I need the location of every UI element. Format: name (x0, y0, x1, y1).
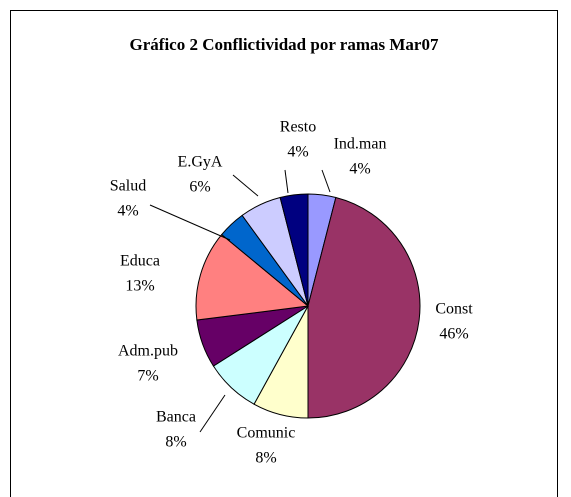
leader-line (284, 169, 289, 194)
leader-line (232, 174, 259, 197)
slice-label: Educa (120, 253, 160, 270)
slice-label: Ind.man (334, 136, 387, 153)
slice-value-label: 8% (255, 450, 276, 467)
slice-label: Resto (280, 119, 316, 136)
slice-value-label: 13% (125, 278, 154, 295)
slice-value-label: 8% (165, 434, 186, 451)
slice-label: E.GyA (178, 154, 223, 171)
slice-value-label: 7% (137, 368, 158, 385)
slice-label: Adm.pub (118, 343, 178, 360)
slice-value-label: 4% (117, 203, 138, 220)
leader-line (149, 204, 231, 241)
chart-title: Gráfico 2 Conflictividad por ramas Mar07 (130, 35, 439, 54)
slice-value-label: 4% (287, 144, 308, 161)
pie-slice (307, 196, 421, 419)
slice-value-label: 46% (439, 326, 468, 343)
slice-value-label: 6% (189, 179, 210, 196)
leader-line (321, 169, 331, 193)
slice-label: Const (435, 301, 473, 318)
pie-slice (195, 233, 310, 321)
pie-slice (279, 193, 309, 307)
slice-value-label: 4% (349, 161, 370, 178)
chart-frame (10, 10, 558, 497)
leader-line (199, 394, 226, 433)
slice-label: Salud (110, 178, 146, 195)
slice-label: Banca (156, 409, 196, 426)
slice-label: Comunic (237, 425, 296, 442)
